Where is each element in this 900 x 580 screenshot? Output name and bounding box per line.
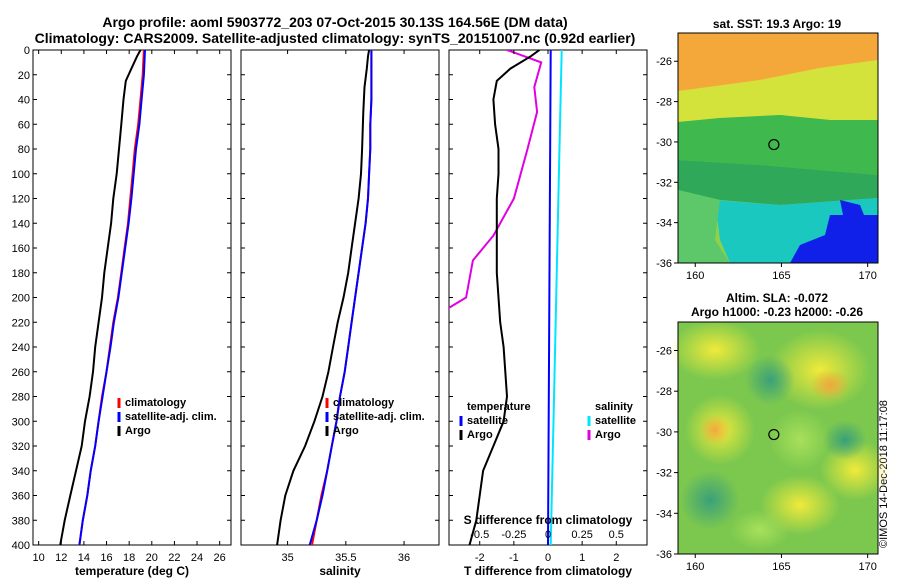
sst_map-ytick-label: -36 xyxy=(656,258,672,270)
sla_map-ytick-label: -30 xyxy=(656,427,672,439)
depth-tick-label: 220 xyxy=(12,317,30,329)
sla_map-xtick-label: 165 xyxy=(772,561,790,573)
salinity-xtick-label: 35.5 xyxy=(335,552,356,564)
sla_map-argo-marker xyxy=(768,428,780,441)
depth-tick-label: 200 xyxy=(12,293,30,305)
salinity-frame xyxy=(240,49,440,546)
sla_map-ytick-label: -26 xyxy=(656,345,672,357)
depth-tick-label: 360 xyxy=(12,491,30,503)
temperature-legend-label: satellite-adj. clim. xyxy=(125,411,217,423)
sla_map-ytick-label: -28 xyxy=(656,386,672,398)
temperature-legend-label: Argo xyxy=(125,425,151,437)
sst_map-xtick-label: 165 xyxy=(772,270,790,282)
difference-xtick-label: 2 xyxy=(613,552,619,564)
temperature-xtick-label: 14 xyxy=(78,552,90,564)
title-line1: Argo profile: aoml 5903772_203 07-Oct-20… xyxy=(102,14,568,30)
difference-top-tick-label: 0 xyxy=(545,529,551,541)
temperature-xtick-label: 24 xyxy=(191,552,203,564)
temperature-xlabel: temperature (deg C) xyxy=(75,564,189,578)
temperature-series-climatology xyxy=(78,50,145,545)
depth-tick-label: 320 xyxy=(12,441,30,453)
sla_map-xtick-label: 170 xyxy=(858,561,876,573)
difference-top-tick-label: 0.25 xyxy=(571,529,592,541)
depth-tick-label: 380 xyxy=(12,515,30,527)
temperature-legend-label: climatology xyxy=(125,397,187,409)
sla_map-ytick-label: -36 xyxy=(656,549,672,561)
difference-xtick-label: 1 xyxy=(579,552,585,564)
depth-tick-label: 140 xyxy=(12,218,30,230)
depth-tick-label: 240 xyxy=(12,342,30,354)
difference-series-t-argo xyxy=(468,50,541,545)
sla-map-title-1: Altim. SLA: -0.072 xyxy=(725,291,829,305)
sst-map-title: sat. SST: 19.3 Argo: 19 xyxy=(712,17,842,31)
difference-top-tick-label: -0.5 xyxy=(470,529,489,541)
difference-series-s-satellite xyxy=(549,50,563,545)
temperature-xtick-label: 26 xyxy=(214,552,226,564)
difference-legend-title-right: salinity xyxy=(595,401,634,413)
difference-legend-label: satellite xyxy=(467,415,508,427)
depth-tick-label: 260 xyxy=(12,367,30,379)
difference-legend-label: Argo xyxy=(467,429,493,441)
difference-top-tick-label: 0.5 xyxy=(609,529,624,541)
salinity-xtick-label: 35 xyxy=(281,552,293,564)
sla_map-xtick-label: 160 xyxy=(686,561,704,573)
depth-tick-label: 340 xyxy=(12,466,30,478)
salinity-xtick-label: 36 xyxy=(398,552,410,564)
depth-tick-label: 400 xyxy=(12,540,30,552)
title-line2: Climatology: CARS2009. Satellite-adjuste… xyxy=(34,30,636,46)
sst_map-ytick-label: -26 xyxy=(656,56,672,68)
difference-legend-label: Argo xyxy=(595,429,621,441)
depth-tick-label: 180 xyxy=(12,268,30,280)
difference-legend-label: satellite xyxy=(595,415,636,427)
sst_map-ytick-label: -30 xyxy=(656,137,672,149)
sla-map-title-2: Argo h1000: -0.23 h2000: -0.26 xyxy=(690,305,864,319)
salinity-series-satellite-adj-clim- xyxy=(308,50,373,545)
difference-series-s-argo xyxy=(449,50,543,310)
difference-top-label: S difference from climatology xyxy=(464,513,633,527)
temperature-xtick-label: 10 xyxy=(33,552,45,564)
sst_map-xtick-label: 160 xyxy=(686,270,704,282)
depth-tick-label: 300 xyxy=(12,416,30,428)
depth-tick-label: 100 xyxy=(12,169,30,181)
difference-xlabel: T difference from climatology xyxy=(464,564,632,578)
depth-tick-label: 40 xyxy=(18,95,30,107)
sst_map-ytick-label: -28 xyxy=(656,97,672,109)
salinity-legend-label: satellite-adj. clim. xyxy=(333,411,425,423)
temperature-xtick-label: 16 xyxy=(100,552,112,564)
sst_map-ytick-label: -32 xyxy=(656,177,672,189)
sla_map-ytick-label: -34 xyxy=(656,508,672,520)
difference-series-t-satellite xyxy=(547,50,552,545)
sst_map-ytick-label: -34 xyxy=(656,218,672,230)
temperature-xtick-label: 22 xyxy=(168,552,180,564)
depth-tick-label: 160 xyxy=(12,243,30,255)
salinity-series-argo xyxy=(276,50,371,545)
depth-tick-label: 60 xyxy=(18,119,30,131)
depth-tick-label: 20 xyxy=(18,70,30,82)
salinity-legend-label: climatology xyxy=(333,397,395,409)
temperature-series-argo xyxy=(59,50,142,545)
difference-xtick-label: 0 xyxy=(545,552,551,564)
depth-tick-label: 120 xyxy=(12,194,30,206)
sst_map-argo-marker xyxy=(768,138,780,151)
depth-tick-label: 80 xyxy=(18,144,30,156)
temperature-xtick-label: 20 xyxy=(146,552,158,564)
salinity-xlabel: salinity xyxy=(319,564,361,578)
sla-map xyxy=(670,320,890,555)
depth-tick-label: 0 xyxy=(24,45,30,57)
temperature-series-satellite-adj-clim- xyxy=(78,50,146,545)
difference-xtick-label: -2 xyxy=(475,552,485,564)
sst_map-xtick-label: 170 xyxy=(858,270,876,282)
sla_map-ytick-label: -32 xyxy=(656,468,672,480)
difference-xtick-label: -1 xyxy=(509,552,519,564)
temperature-xtick-label: 18 xyxy=(123,552,135,564)
temperature-frame xyxy=(32,49,232,546)
difference-top-tick-label: -0.25 xyxy=(501,529,526,541)
difference-legend-title-left: temperature xyxy=(467,401,531,413)
salinity-legend-label: Argo xyxy=(333,425,359,437)
depth-tick-label: 280 xyxy=(12,392,30,404)
temperature-xtick-label: 12 xyxy=(55,552,67,564)
